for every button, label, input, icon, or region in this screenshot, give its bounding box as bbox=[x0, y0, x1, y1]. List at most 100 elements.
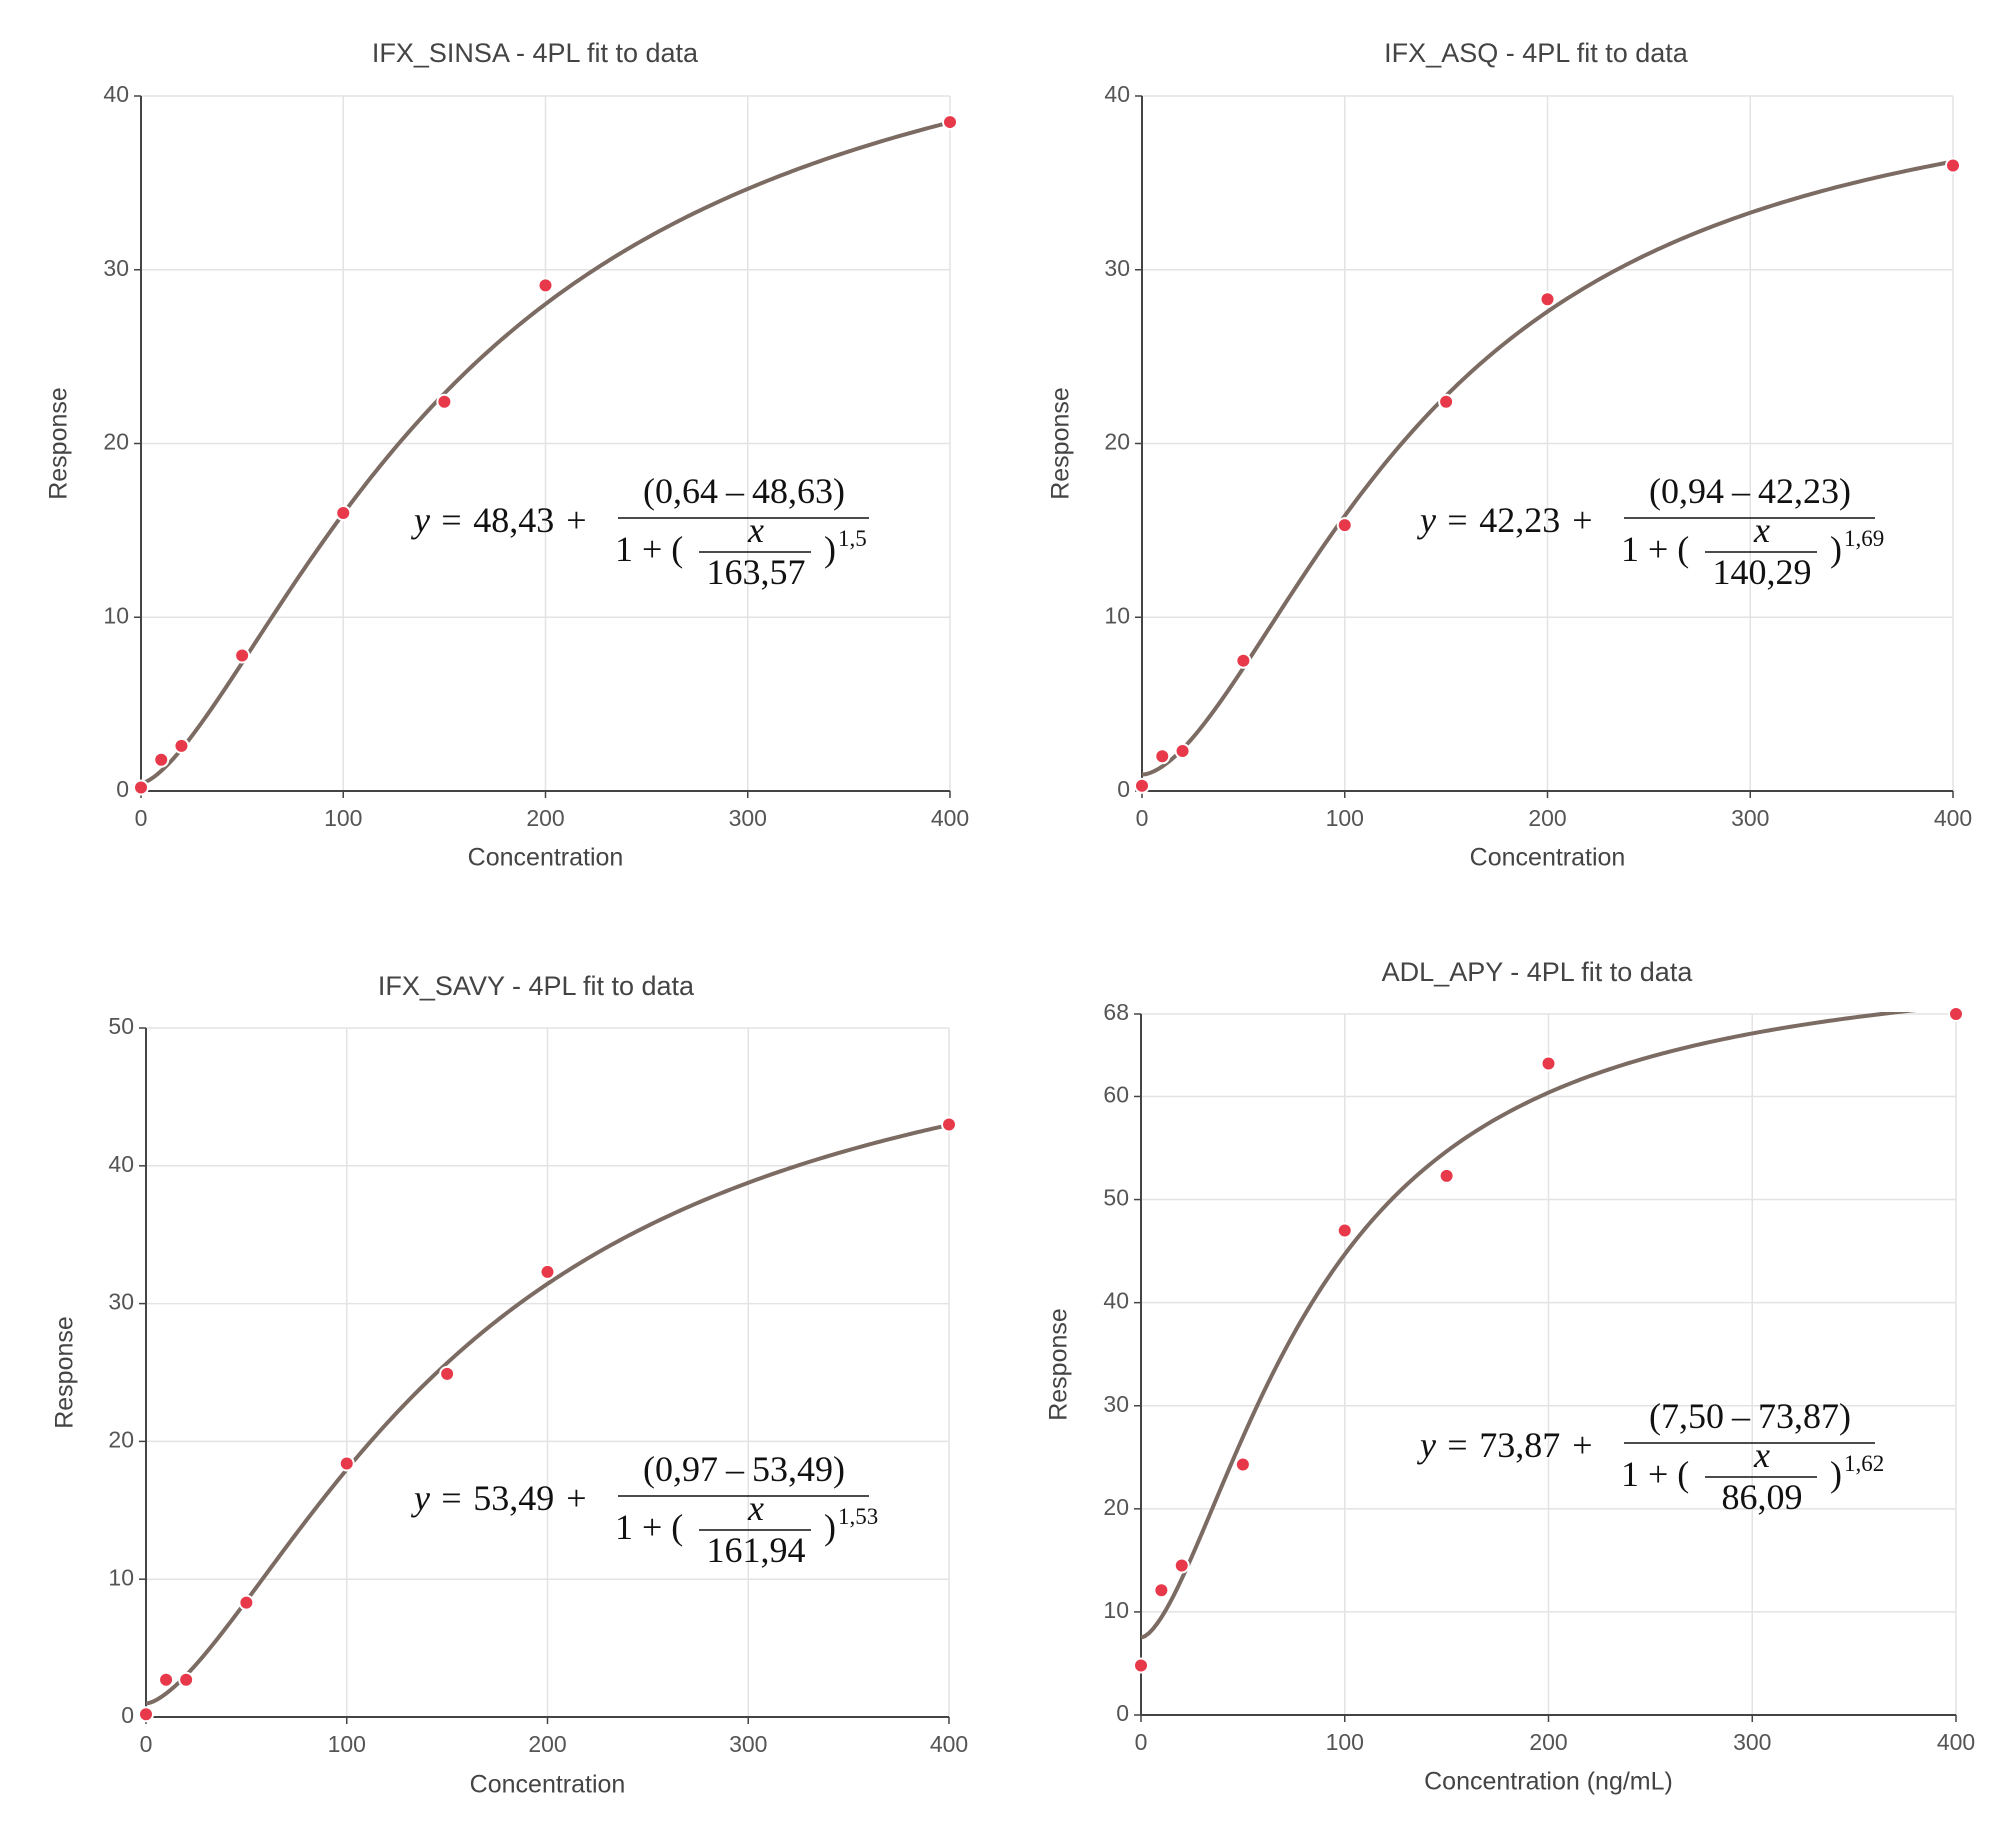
equation-x: x bbox=[1753, 510, 1770, 550]
y-tick-label: 10 bbox=[1103, 1597, 1129, 1623]
y-axis-label: Response bbox=[51, 1316, 79, 1429]
equation-part: – bbox=[725, 471, 745, 511]
x-tick-label: 300 bbox=[729, 805, 767, 831]
equation-exponent: 1,69 bbox=[1844, 526, 1884, 551]
x-tick-label: 200 bbox=[526, 805, 564, 831]
data-point bbox=[158, 1671, 175, 1688]
x-tick-label: 300 bbox=[729, 1731, 767, 1757]
equation-part: 140,29 bbox=[1713, 552, 1812, 592]
data-point bbox=[1153, 1582, 1170, 1599]
equation-lhs: y = 73,87 + bbox=[1417, 1425, 1593, 1465]
x-tick-label: 100 bbox=[328, 1731, 366, 1757]
equation-part: 73,87 bbox=[1758, 1396, 1839, 1436]
equation-part: 1 + ( bbox=[615, 529, 683, 569]
equation-part: x bbox=[1753, 510, 1770, 550]
equation-c: 163,57 bbox=[707, 552, 806, 592]
equation-part: 53,49 bbox=[752, 1449, 833, 1489]
data-point bbox=[1948, 1006, 1964, 1022]
data-point bbox=[942, 114, 958, 131]
equation-part: y = bbox=[411, 500, 463, 540]
equation-part: + bbox=[566, 1478, 586, 1518]
equation-part: ) bbox=[1839, 471, 1851, 511]
equation-part: + bbox=[566, 500, 586, 540]
equation-part: ) bbox=[833, 1449, 845, 1489]
data-point bbox=[1336, 1222, 1353, 1239]
data-point bbox=[1234, 1456, 1251, 1473]
equation-part: 0,64 bbox=[655, 471, 718, 511]
x-axis-label: Concentration (ng/mL) bbox=[1424, 1768, 1673, 1796]
equation-c: 86,09 bbox=[1722, 1477, 1803, 1517]
equation-part: – bbox=[1731, 1396, 1751, 1436]
x-tick-label: 400 bbox=[1934, 805, 1972, 831]
data-point bbox=[539, 1263, 556, 1280]
equation-part: 1,5 bbox=[838, 526, 867, 551]
x-tick-label: 300 bbox=[1731, 805, 1769, 831]
equation-part: + bbox=[1572, 1425, 1592, 1465]
y-tick-label: 30 bbox=[1103, 1391, 1129, 1417]
y-tick-label: 0 bbox=[121, 1702, 134, 1728]
x-tick-label: 300 bbox=[1733, 1729, 1771, 1755]
y-tick-label: 20 bbox=[108, 1426, 134, 1452]
x-tick-label: 100 bbox=[324, 805, 362, 831]
data-point bbox=[1438, 393, 1455, 410]
equation-exponent: 1,5 bbox=[838, 526, 867, 551]
equation-part: 48,63 bbox=[752, 471, 833, 511]
x-tick-label: 0 bbox=[1136, 805, 1149, 831]
equation-part: 163,57 bbox=[707, 552, 806, 592]
equation-part: – bbox=[1731, 471, 1751, 511]
y-axis-label: Response bbox=[1047, 387, 1075, 500]
equation-one-plus: 1 + ( bbox=[1621, 1454, 1689, 1494]
x-tick-label: 400 bbox=[1937, 1729, 1975, 1755]
x-tick-label: 400 bbox=[931, 805, 969, 831]
data-point bbox=[338, 1455, 355, 1472]
fit-curve bbox=[146, 1123, 950, 1706]
chart-title: ADL_APY - 4PL fit to data bbox=[1382, 957, 1694, 987]
y-axis-label: Response bbox=[1045, 1308, 1073, 1421]
equation-part: 1,62 bbox=[1844, 1451, 1884, 1476]
x-tick-label: 400 bbox=[930, 1731, 968, 1757]
y-tick-label: 10 bbox=[1104, 602, 1130, 628]
chart-title: IFX_SAVY - 4PL fit to data bbox=[378, 971, 695, 1001]
y-tick-label: 50 bbox=[1103, 1185, 1129, 1211]
chart-title: IFX_SINSA - 4PL fit to data bbox=[372, 38, 699, 68]
y-tick-label: 60 bbox=[1103, 1082, 1129, 1108]
data-point bbox=[1336, 517, 1353, 534]
equation-exponent: 1,53 bbox=[838, 1504, 878, 1529]
y-tick-label: 40 bbox=[1104, 81, 1130, 107]
x-tick-label: 100 bbox=[1326, 805, 1364, 831]
data-point bbox=[1134, 777, 1150, 794]
equation-part: ( bbox=[1649, 1396, 1661, 1436]
equation-lhs: y = 42,23 + bbox=[1417, 500, 1593, 540]
equation-exponent: 1,62 bbox=[1844, 1451, 1884, 1476]
data-point bbox=[1174, 743, 1191, 760]
data-point bbox=[178, 1671, 195, 1688]
equation-c: 140,29 bbox=[1713, 552, 1812, 592]
equation-part: y = bbox=[411, 1478, 463, 1518]
y-tick-label: 0 bbox=[1117, 776, 1130, 802]
x-axis-label: Concentration bbox=[470, 1771, 626, 1799]
equation-numerator: (0,64–48,63) bbox=[643, 471, 845, 511]
equation-one-plus: 1 + ( bbox=[1621, 529, 1689, 569]
data-point bbox=[173, 737, 190, 754]
data-point bbox=[1539, 291, 1556, 308]
equation-part: 1,69 bbox=[1844, 526, 1884, 551]
x-tick-label: 100 bbox=[1326, 1729, 1364, 1755]
equation-part: ( bbox=[1649, 471, 1661, 511]
y-axis-label: Response bbox=[45, 387, 73, 500]
equation-part: y = bbox=[1417, 500, 1469, 540]
equation-part: x bbox=[747, 510, 764, 550]
equation-rparen: ) bbox=[824, 1507, 836, 1547]
data-point bbox=[238, 1594, 255, 1611]
equation-numerator: (0,97–53,49) bbox=[643, 1449, 845, 1489]
x-tick-label: 200 bbox=[1528, 805, 1566, 831]
y-tick-label: 40 bbox=[103, 81, 129, 107]
x-axis-label: Concentration bbox=[1470, 844, 1626, 872]
data-point bbox=[335, 505, 352, 521]
equation-x: x bbox=[1753, 1435, 1770, 1475]
data-point bbox=[1945, 157, 1961, 174]
equation-rparen: ) bbox=[824, 529, 836, 569]
equation-lhs: y = 53,49 + bbox=[411, 1478, 587, 1518]
equation-part: 42,23 bbox=[1758, 471, 1839, 511]
equation-rparen: ) bbox=[1830, 1454, 1842, 1494]
